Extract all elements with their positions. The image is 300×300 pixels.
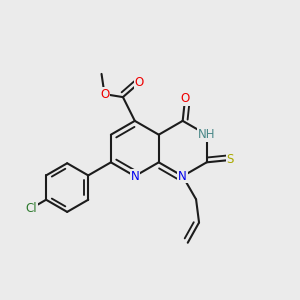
Text: S: S	[227, 154, 234, 166]
Text: NH: NH	[198, 128, 215, 141]
Text: O: O	[135, 76, 144, 89]
Text: N: N	[130, 170, 139, 183]
Text: N: N	[178, 170, 187, 183]
Text: O: O	[100, 88, 109, 100]
Text: Cl: Cl	[26, 202, 37, 215]
Text: O: O	[180, 92, 190, 105]
